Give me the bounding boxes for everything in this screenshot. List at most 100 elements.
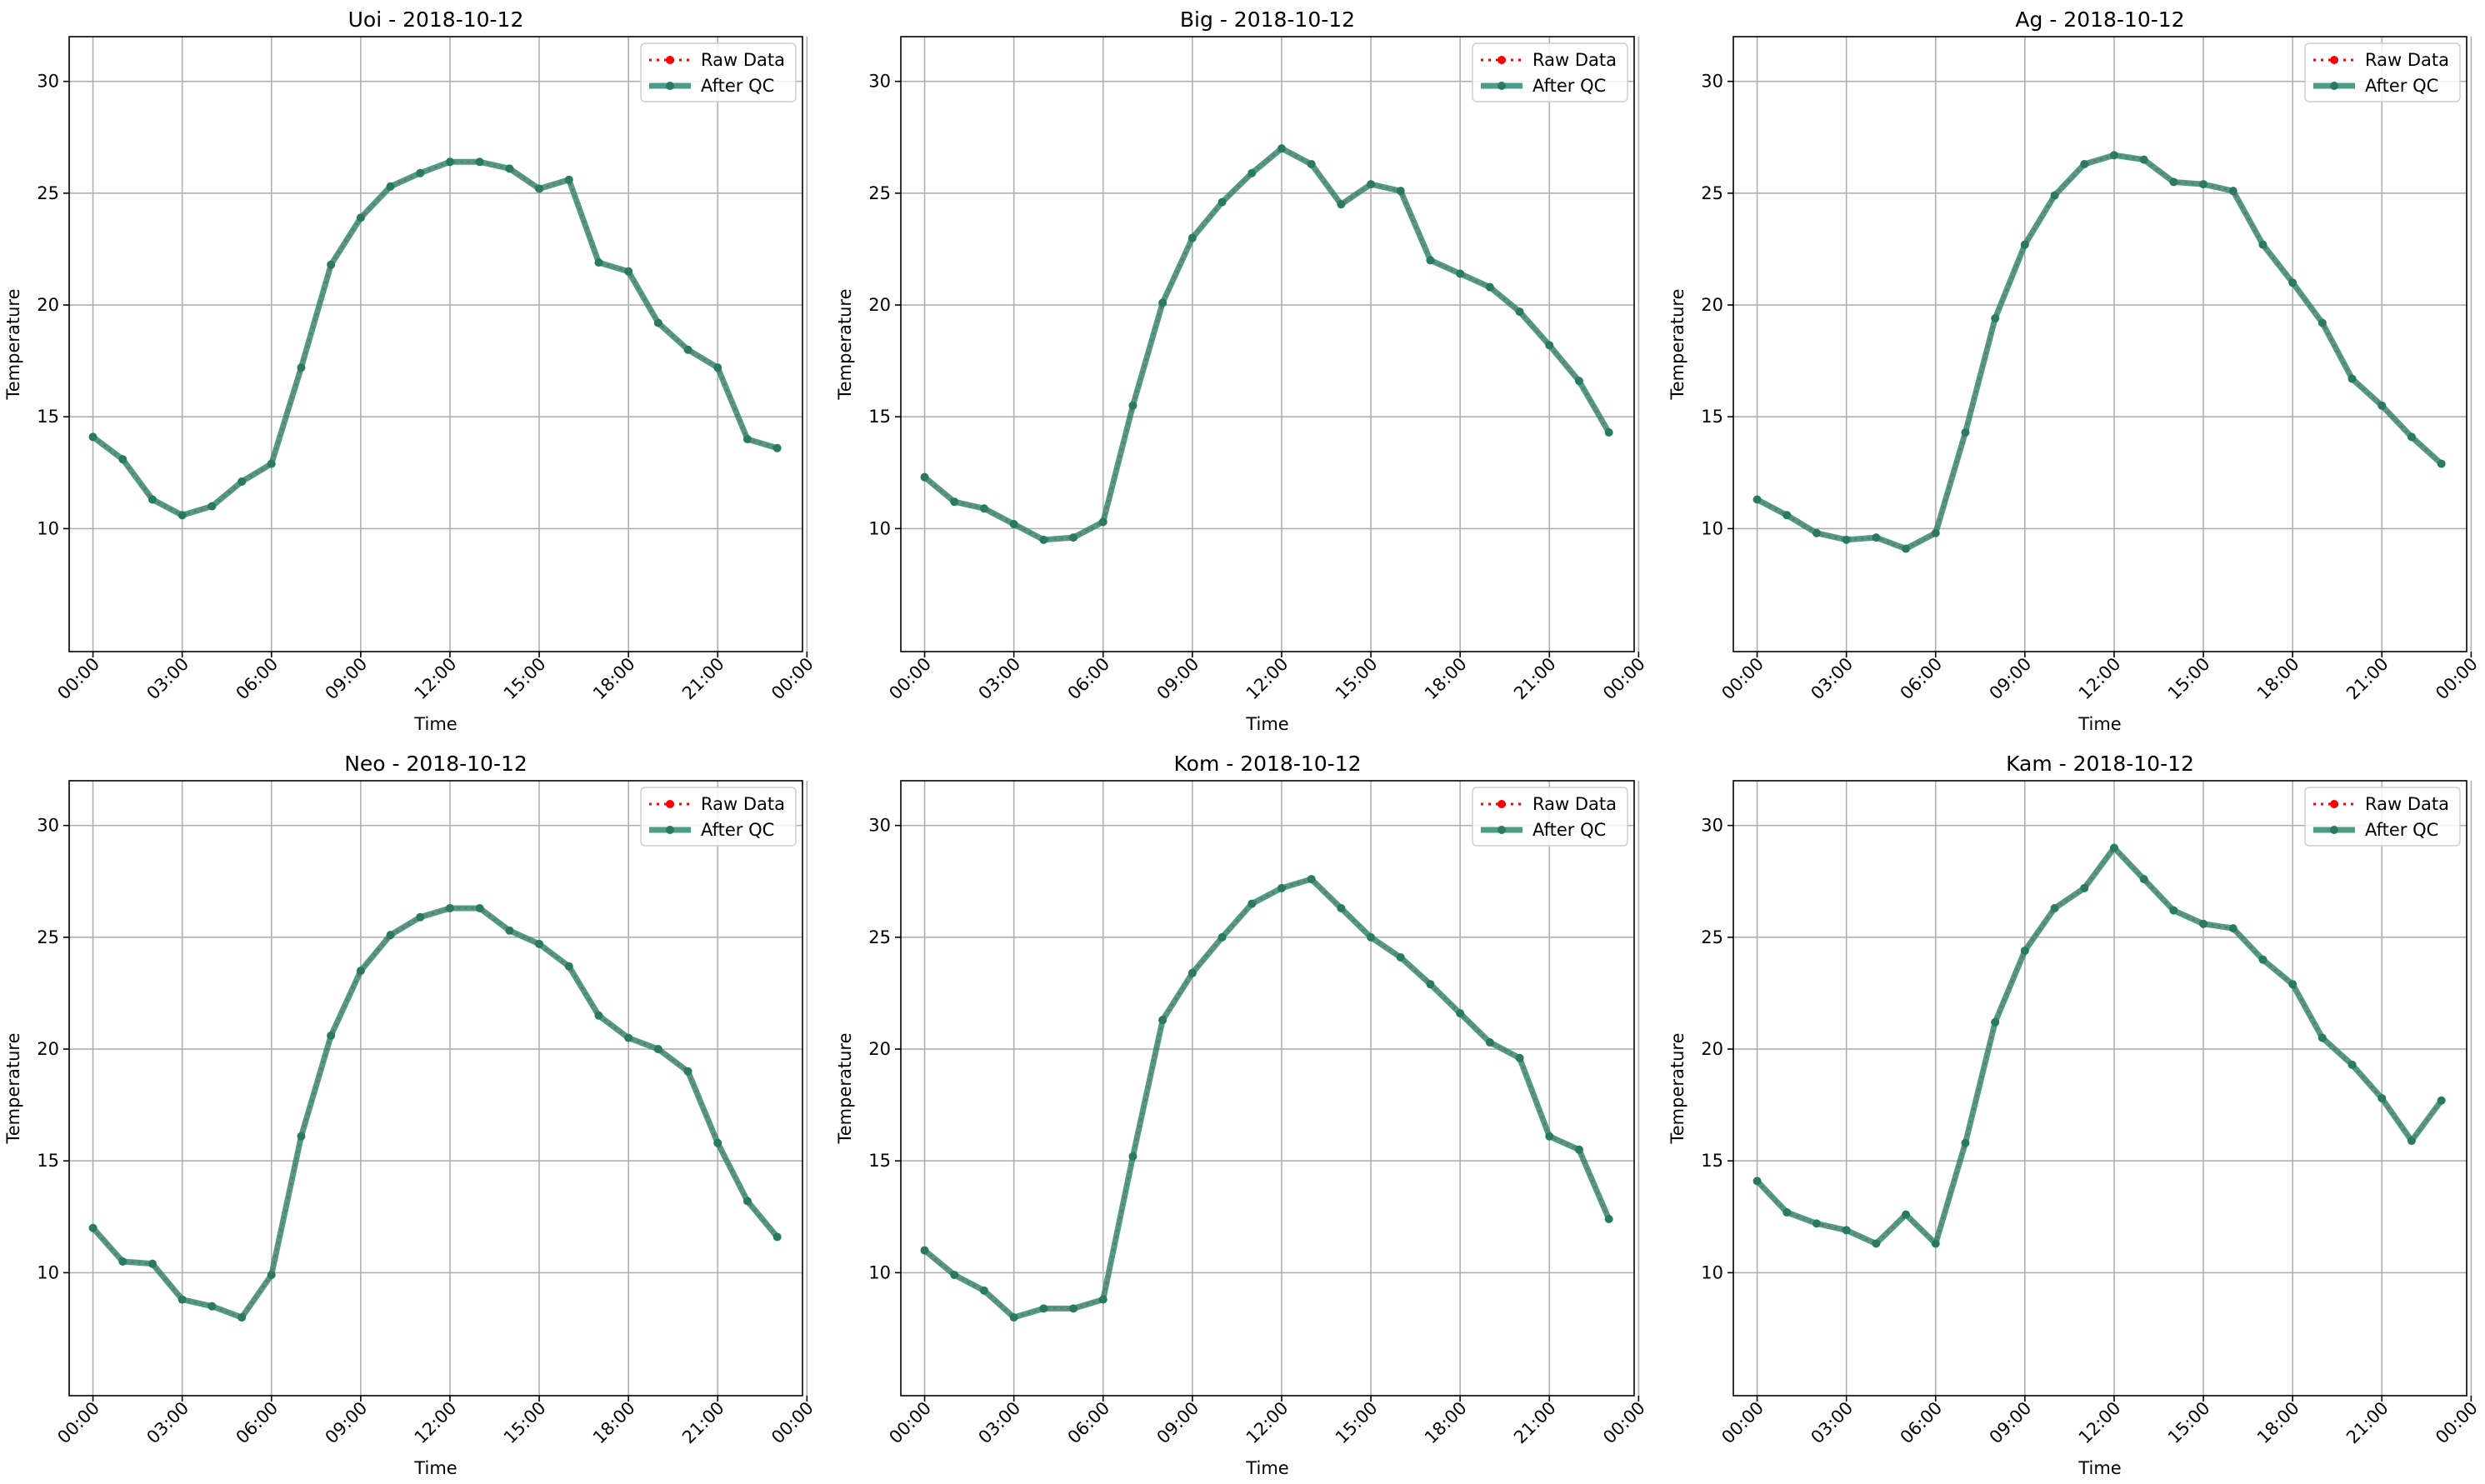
after-qc-point bbox=[594, 258, 603, 267]
x-tick-label: 00:00 bbox=[1599, 1398, 1649, 1448]
after-qc-point bbox=[2199, 919, 2208, 928]
after-qc-point bbox=[1902, 544, 1911, 553]
legend-raw-marker bbox=[1498, 56, 1506, 64]
after-qc-point bbox=[1069, 533, 1078, 542]
after-qc-point bbox=[1456, 269, 1465, 278]
plot-frame bbox=[900, 36, 1635, 652]
y-tick-label: 15 bbox=[37, 407, 59, 427]
legend-raw-label: Raw Data bbox=[1532, 794, 1617, 814]
x-tick-label: 06:00 bbox=[1897, 1398, 1947, 1448]
series-raw-data-line bbox=[1757, 154, 2442, 550]
x-tick-label: 18:00 bbox=[1421, 1398, 1471, 1448]
x-tick-label: 06:00 bbox=[232, 654, 282, 704]
x-tick-label: 15:00 bbox=[1332, 654, 1382, 704]
after-qc-point bbox=[979, 504, 988, 513]
after-qc-point bbox=[1367, 932, 1376, 942]
after-qc-point bbox=[624, 1033, 633, 1042]
after-qc-point bbox=[1218, 932, 1227, 942]
after-qc-point bbox=[1277, 144, 1286, 153]
after-qc-point bbox=[1158, 298, 1168, 307]
after-qc-point bbox=[1396, 187, 1405, 196]
x-tick-label: 00:00 bbox=[53, 1398, 103, 1448]
after-qc-point bbox=[1248, 168, 1257, 177]
after-qc-point bbox=[1515, 307, 1524, 317]
x-tick-label: 12:00 bbox=[1242, 1398, 1292, 1448]
legend: Raw Data After QC bbox=[1472, 42, 1628, 102]
x-tick-label: 12:00 bbox=[411, 654, 461, 704]
y-axis-label: Temperature bbox=[835, 1032, 855, 1144]
after-qc-point bbox=[1872, 1239, 1881, 1248]
y-tick-label: 20 bbox=[868, 295, 891, 315]
plot-frame bbox=[1732, 780, 2468, 1397]
x-tick-label: 00:00 bbox=[885, 654, 935, 704]
x-tick-label: 09:00 bbox=[1986, 654, 2036, 704]
x-tick-label: 18:00 bbox=[2253, 1398, 2303, 1448]
after-qc-point bbox=[1277, 883, 1286, 892]
after-qc-point bbox=[505, 926, 514, 935]
after-qc-point bbox=[1812, 1219, 1821, 1228]
chart-panel: Kom - 2018-10-12 10 15 20 25 30 00:00 03:00 06:0… bbox=[835, 752, 1649, 1478]
after-qc-point bbox=[2378, 1094, 2387, 1103]
after-qc-point bbox=[416, 912, 425, 922]
after-qc-point bbox=[1307, 159, 1316, 168]
after-qc-point bbox=[2258, 240, 2268, 249]
legend-qc-marker bbox=[1498, 826, 1506, 834]
after-qc-point bbox=[1337, 200, 1346, 209]
after-qc-point bbox=[713, 363, 722, 372]
after-qc-point bbox=[1604, 428, 1613, 437]
legend-qc-marker bbox=[666, 82, 674, 90]
plot-frame bbox=[68, 780, 803, 1397]
chart-panel: Big - 2018-10-12 10 15 20 25 30 00:00 03:00 06:0… bbox=[835, 7, 1649, 734]
series-after-qc-line bbox=[922, 876, 1612, 1321]
after-qc-point bbox=[1545, 341, 1554, 350]
after-qc-point bbox=[2407, 1137, 2416, 1146]
after-qc-point bbox=[535, 184, 544, 193]
after-qc-point bbox=[1782, 1207, 1792, 1217]
series-after-qc-line bbox=[90, 158, 781, 518]
after-qc-point bbox=[564, 175, 573, 184]
after-qc-point bbox=[1872, 533, 1881, 542]
after-qc-point bbox=[2318, 318, 2327, 327]
after-qc-point bbox=[1098, 1295, 1108, 1304]
x-tick-label: 12:00 bbox=[1242, 654, 1292, 704]
x-tick-label: 00:00 bbox=[768, 654, 818, 704]
x-tick-label: 06:00 bbox=[232, 1398, 282, 1448]
legend: Raw Data After QC bbox=[640, 42, 797, 102]
x-tick-label: 15:00 bbox=[2164, 654, 2214, 704]
plot-frame bbox=[900, 780, 1635, 1397]
y-tick-label: 30 bbox=[37, 72, 59, 92]
x-axis-label: Time bbox=[2078, 1458, 2121, 1478]
after-qc-point bbox=[238, 1313, 247, 1322]
after-qc-point bbox=[950, 497, 959, 507]
y-tick-label: 30 bbox=[1701, 816, 1723, 836]
after-qc-point bbox=[1752, 495, 1762, 504]
x-tick-label: 03:00 bbox=[142, 1398, 192, 1448]
after-qc-point bbox=[1337, 903, 1346, 912]
after-qc-point bbox=[297, 1132, 306, 1141]
after-qc-point bbox=[386, 931, 395, 940]
plot-frame bbox=[68, 36, 803, 652]
x-tick-label: 00:00 bbox=[2432, 1398, 2482, 1448]
chart-title: Kom - 2018-10-12 bbox=[1174, 752, 1362, 776]
after-qc-point bbox=[1426, 980, 1435, 989]
after-qc-point bbox=[1485, 282, 1494, 292]
after-qc-point bbox=[653, 1045, 662, 1054]
y-tick-label: 20 bbox=[1701, 1039, 1723, 1059]
x-tick-label: 09:00 bbox=[322, 654, 372, 704]
x-axis-label: Time bbox=[1245, 714, 1288, 734]
plot-frame bbox=[1732, 36, 2468, 652]
series-raw-data-line bbox=[923, 147, 1610, 542]
after-qc-point bbox=[178, 511, 187, 520]
after-qc-point bbox=[327, 1031, 336, 1040]
legend-qc-label: After QC bbox=[1532, 820, 1606, 840]
y-tick-label: 20 bbox=[868, 1039, 891, 1059]
after-qc-point bbox=[2407, 432, 2416, 442]
series-raw-data-line bbox=[1756, 846, 2442, 1246]
x-tick-label: 06:00 bbox=[1064, 654, 1114, 704]
after-qc-point bbox=[2378, 401, 2387, 410]
after-qc-point bbox=[2318, 1033, 2327, 1042]
after-qc-point bbox=[1485, 1037, 1494, 1047]
after-qc-point bbox=[1039, 535, 1048, 544]
after-qc-point bbox=[2288, 278, 2298, 287]
x-tick-label: 00:00 bbox=[1718, 1398, 1768, 1448]
